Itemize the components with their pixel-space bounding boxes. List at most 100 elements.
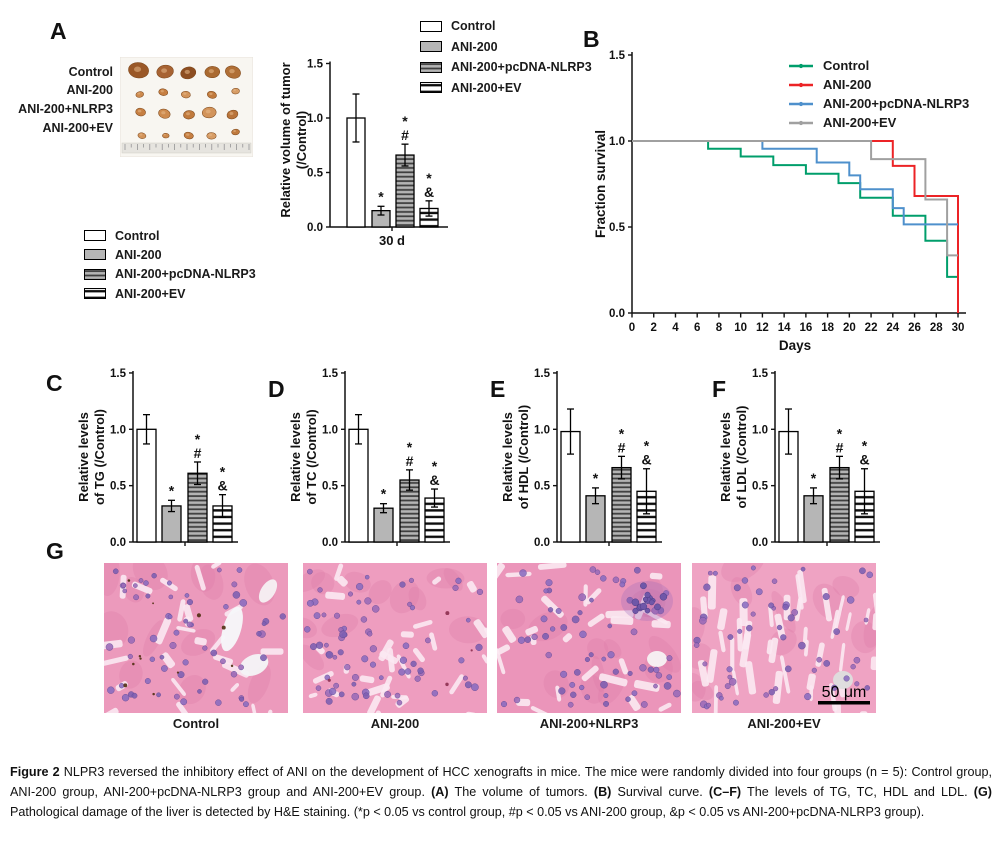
nucleus (458, 657, 465, 664)
ldl-bar-chart: 0.00.51.01.5**# *&Relative levels of LDL (… (718, 368, 880, 549)
nucleus (726, 666, 733, 673)
legend-label: Control (451, 19, 496, 34)
legend-line-icon (789, 101, 813, 106)
nucleus (394, 692, 401, 699)
nucleus (804, 693, 812, 701)
legend-item: ANI-200+pcDNA-NLRP3 (84, 265, 256, 284)
eosin-patch (408, 586, 427, 611)
ruler (121, 142, 252, 154)
nucleus (755, 588, 763, 596)
tick-label: 30 d (379, 233, 405, 248)
swatch-dot (798, 101, 804, 106)
nucleus (648, 599, 655, 606)
tick-label: 0.0 (609, 308, 625, 320)
nucleus (455, 577, 462, 584)
tick-label: & (424, 184, 434, 200)
swatch (420, 82, 442, 94)
tick-label: 0.0 (534, 537, 550, 549)
nucleus (640, 701, 648, 708)
tg-bar-chart: 0.00.51.01.5**#*&Relative levels of TG (/… (76, 368, 238, 549)
tick-label: 1.0 (307, 113, 323, 125)
nucleus (216, 567, 222, 573)
pigment-speck (152, 692, 155, 696)
legend-label: ANI-200 (115, 247, 162, 262)
sinusoid (806, 673, 816, 691)
nucleus (653, 666, 660, 673)
nucleus (464, 681, 472, 689)
sinusoid (706, 649, 718, 683)
sinusoid (325, 591, 346, 600)
eosin-patch (321, 613, 359, 638)
tick-label: * (837, 425, 843, 441)
tick-label: 1.0 (534, 424, 550, 436)
sinusoid (618, 658, 629, 675)
tick-label: & (429, 472, 439, 488)
tick-label: # (406, 453, 414, 469)
pigment-speck (176, 671, 180, 674)
nucleus (515, 595, 524, 604)
nucleus (325, 651, 334, 659)
sinusoid (610, 615, 634, 626)
nucleus (555, 608, 562, 614)
legend-line-icon (789, 120, 813, 125)
photo-row-label-ev: ANI-200+EV (42, 121, 113, 135)
eosin-patch (344, 571, 371, 593)
nucleus (750, 611, 756, 617)
nucleus (337, 649, 344, 656)
legend-label: Control (823, 58, 870, 73)
nucleus (230, 670, 238, 678)
sinusoid (730, 637, 735, 672)
nucleus (584, 656, 591, 663)
tick-label: 0.5 (110, 481, 127, 493)
tick-label: * (593, 470, 599, 486)
sinusoid (194, 564, 206, 591)
tick-label: 30 (952, 322, 965, 334)
panel-b-label: B (583, 26, 600, 52)
nucleus (859, 567, 866, 575)
nucleus (173, 693, 180, 700)
legend-swatch-icon (84, 288, 106, 300)
nucleus (161, 665, 168, 672)
sinusoid (834, 595, 845, 632)
sinusoid (481, 654, 487, 664)
nucleus (384, 690, 391, 698)
nucleus (231, 581, 238, 588)
nucleus (151, 572, 157, 579)
sinusoid (736, 617, 743, 652)
sinusoid (337, 575, 348, 587)
tick-label: 0.5 (534, 481, 551, 493)
sinusoid (562, 633, 573, 643)
legend-swatch-icon (84, 268, 106, 280)
tick-label: 0.5 (752, 481, 769, 493)
nucleus (324, 674, 331, 681)
nucleus (132, 583, 138, 588)
tick-label: * (381, 486, 387, 502)
nucleus (741, 601, 749, 609)
nucleus (780, 634, 787, 641)
tick-label: * (407, 439, 413, 455)
nucleus (169, 641, 177, 649)
histology-image-nlrp3 (497, 563, 681, 713)
nucleus (545, 651, 552, 659)
tick-label: & (217, 478, 227, 494)
nucleus (180, 698, 188, 706)
legend-item: ANI-200 (420, 37, 592, 58)
sinusoid (230, 683, 240, 692)
sinusoid (334, 563, 344, 581)
nucleus (186, 598, 194, 606)
nucleus (215, 699, 222, 706)
sinusoid (432, 576, 442, 585)
sinusoid (583, 584, 588, 607)
sinusoid (772, 670, 783, 704)
tumor-highlight (184, 69, 190, 74)
sinusoid (466, 580, 477, 593)
nucleus (328, 687, 337, 696)
nucleus (644, 607, 651, 614)
y-axis-title: of HDL (/Control) (516, 405, 531, 509)
legend-item: ANI-200+pcDNA-NLRP3 (788, 94, 969, 113)
legend-label: ANI-200 (451, 39, 498, 54)
tick-label: 1.0 (322, 424, 338, 436)
y-axis-title: Relative levels (718, 412, 733, 502)
nucleus (317, 587, 323, 593)
y-axis-title: (/Control) (294, 111, 309, 169)
